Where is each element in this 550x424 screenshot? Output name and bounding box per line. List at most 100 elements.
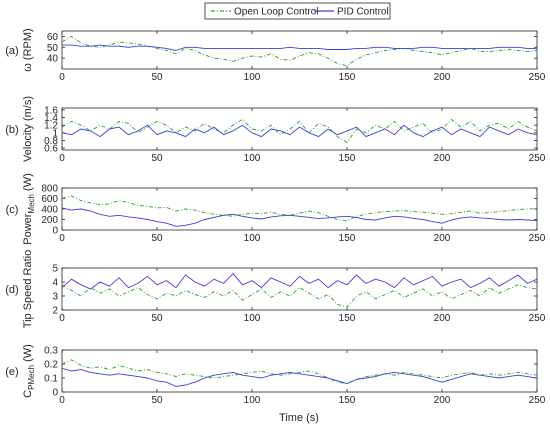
x-tick-label-b-0: 0: [59, 153, 65, 164]
plot-area-b: [61, 107, 538, 151]
y-axis-label-main-b: Velocity (m/s): [22, 96, 34, 162]
x-tick-label-d-200: 200: [434, 313, 451, 324]
y-axis-label-c: PowerMech (W): [22, 173, 36, 245]
y-axis-label-main-e: C: [22, 390, 34, 398]
legend-box: [204, 2, 391, 20]
series-group-a: [62, 35, 537, 67]
plot-area-e: [61, 349, 538, 393]
x-tick-label-b-50: 50: [151, 153, 163, 164]
panel-letter-e: (e): [5, 366, 18, 378]
y-tick-label-d-4: 4: [52, 278, 58, 289]
series-line-d-open-loop: [62, 284, 537, 308]
x-tick-label-e-50: 50: [151, 395, 163, 406]
x-tick-label-a-250: 250: [529, 72, 546, 83]
y-axis-label-unit-e: (W): [22, 344, 34, 365]
x-tick-label-d-0: 0: [59, 313, 65, 324]
y-tick-label-a-60: 60: [47, 32, 59, 43]
x-tick-label-b-100: 100: [244, 153, 261, 164]
x-tick-label-c-250: 250: [529, 233, 546, 244]
y-tick-label-e-0: 0: [52, 388, 58, 399]
y-tick-label-d-3: 3: [52, 292, 58, 303]
x-tick-label-e-200: 200: [434, 395, 451, 406]
y-tick-label-c-200: 200: [41, 215, 58, 226]
legend-label-pid: PID Control: [337, 7, 389, 18]
y-tick-label-c-800: 800: [41, 184, 58, 195]
x-tick-label-b-250: 250: [529, 153, 546, 164]
plot-area-c: [61, 187, 538, 231]
x-tick-label-a-200: 200: [434, 72, 451, 83]
series-line-e-open-loop: [62, 359, 537, 385]
y-tick-label-b-1.4: 1.4: [44, 113, 58, 124]
y-axis-label-e: CPMech (W): [22, 344, 36, 398]
y-axis-label-main-d: Tip Speed Ratio: [22, 250, 34, 328]
y-tick-label-c-400: 400: [41, 205, 58, 216]
x-tick-label-d-100: 100: [244, 313, 261, 324]
y-axis-label-b: Velocity (m/s): [22, 96, 34, 162]
y-tick-label-d-2: 2: [52, 306, 58, 317]
panel-letter-b: (b): [5, 124, 18, 136]
panel-letter-d: (d): [5, 284, 18, 296]
y-tick-label-c-0: 0: [52, 226, 58, 237]
series-line-a-pid: [62, 44, 537, 51]
series-line-b-open-loop: [62, 119, 537, 143]
panel-d: 0 50 100 150 200 250 2 3 4 5 (d) Tip Speed Ratio: [5, 250, 546, 328]
y-tick-label-b-1.6: 1.6: [44, 105, 58, 116]
series-group-e: [62, 359, 537, 387]
panel-letter-c: (c): [6, 204, 19, 216]
x-tick-label-b-200: 200: [434, 153, 451, 164]
x-tick-label-a-150: 150: [339, 72, 356, 83]
panel-letter-a: (a): [5, 45, 18, 57]
x-tick-label-c-0: 0: [59, 233, 65, 244]
y-tick-label-e-0.2: 0.2: [44, 360, 58, 371]
legend: Open Loop Control PID Control: [204, 2, 391, 20]
series-group-d: [62, 273, 537, 308]
series-line-c-pid: [62, 207, 537, 227]
x-tick-label-c-50: 50: [151, 233, 163, 244]
x-tick-label-e-150: 150: [339, 395, 356, 406]
x-tick-label-d-250: 250: [529, 313, 546, 324]
x-tick-label-c-200: 200: [434, 233, 451, 244]
y-tick-label-b-1: 1: [52, 128, 58, 139]
plot-area-d: [61, 267, 538, 311]
y-axis-label-a: ω (RPM): [22, 28, 34, 71]
x-axis-label: Time (s): [279, 412, 319, 424]
y-axis-label-d: Tip Speed Ratio: [22, 250, 34, 328]
y-axis-label-sub-c: Mech: [27, 194, 36, 214]
y-tick-label-e-0.1: 0.1: [44, 374, 58, 385]
series-line-a-open-loop: [62, 35, 537, 67]
series-line-b-pid: [62, 124, 537, 138]
x-tick-label-d-50: 50: [151, 313, 163, 324]
panel-c: 0 50 100 150 200 2500200400600800(c)PowerMech…: [6, 173, 546, 245]
x-tick-label-e-0: 0: [59, 395, 65, 406]
x-tick-label-e-250: 250: [529, 395, 546, 406]
plot-area-a: [61, 30, 538, 70]
series-line-c-open-loop: [62, 195, 537, 222]
series-line-e-pid: [62, 367, 537, 387]
y-tick-label-d-5: 5: [52, 264, 58, 275]
x-tick-label-d-150: 150: [339, 313, 356, 324]
panel-b: 0 50 100 150 200 250 0.60.811.21.41.6 (b) Veloci…: [5, 96, 546, 164]
x-tick-label-e-100: 100: [244, 395, 261, 406]
series-group-c: [62, 195, 537, 227]
y-tick-label-b-0.8: 0.8: [44, 136, 58, 147]
y-tick-label-a-40: 40: [47, 54, 59, 65]
y-tick-label-e-0.3: 0.3: [44, 346, 58, 357]
x-tick-label-c-100: 100: [244, 233, 261, 244]
legend-label-open-loop: Open Loop Control: [234, 7, 319, 18]
y-axis-label-main-a: ω (RPM): [22, 28, 34, 71]
series-group-b: [62, 119, 537, 143]
y-tick-label-b-0.6: 0.6: [44, 144, 58, 155]
y-axis-label-main-c: Power: [22, 213, 34, 245]
y-axis-label-sub-e: PMech: [27, 365, 36, 390]
x-tick-label-a-0: 0: [59, 72, 65, 83]
x-tick-label-a-100: 100: [244, 72, 261, 83]
y-tick-label-a-50: 50: [47, 43, 59, 54]
y-axis-label-unit-c: (W): [22, 173, 34, 194]
x-tick-label-a-50: 50: [151, 72, 163, 83]
series-line-d-pid: [62, 273, 537, 290]
x-tick-label-c-150: 150: [339, 233, 356, 244]
